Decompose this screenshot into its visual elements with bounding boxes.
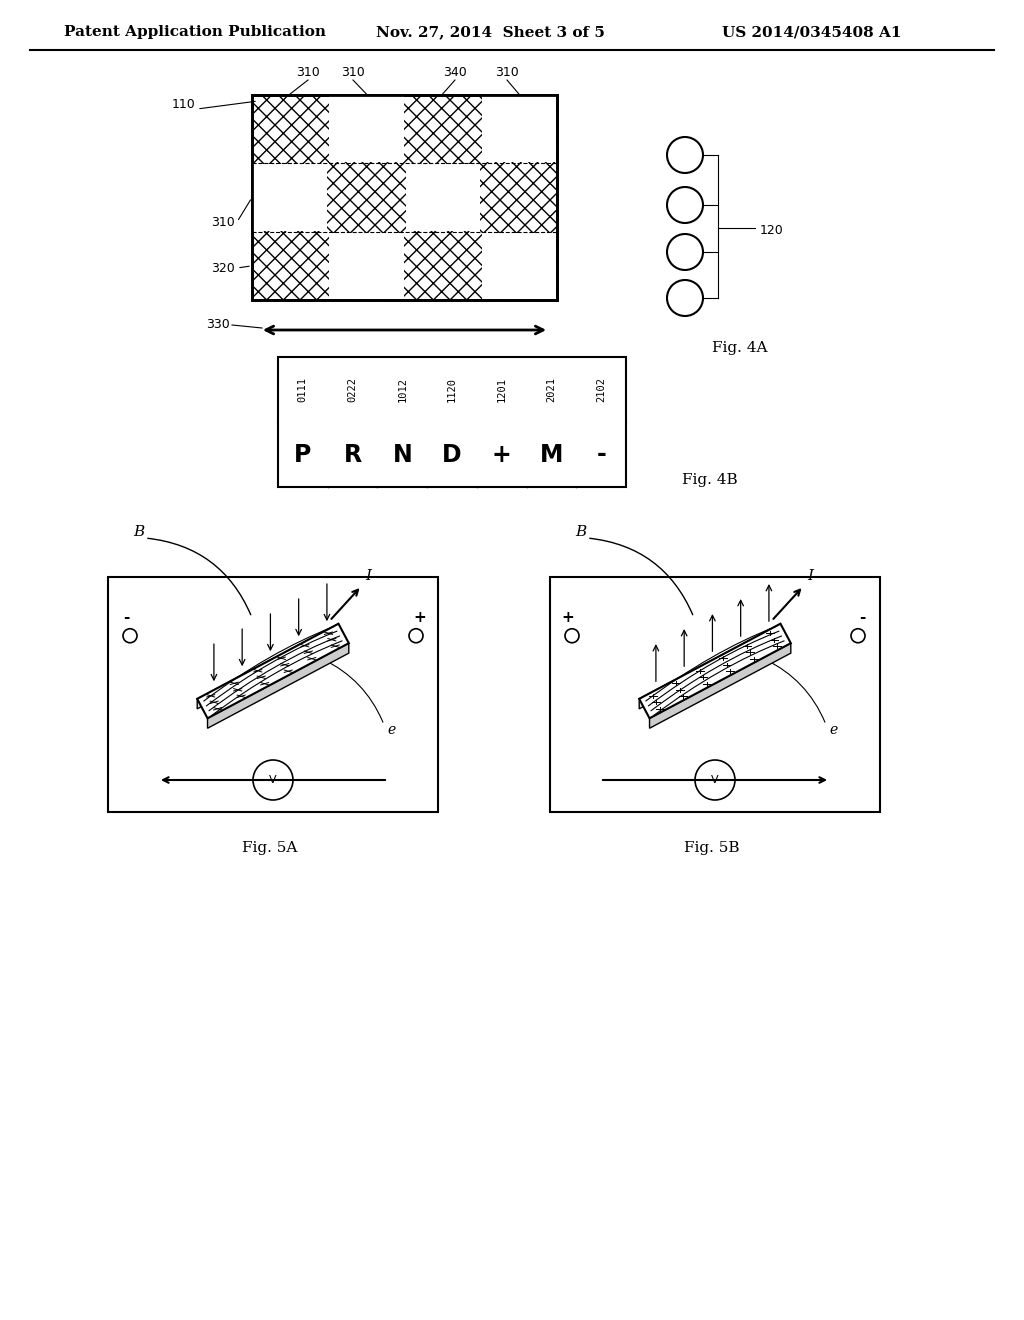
Text: 2021: 2021 [547, 378, 556, 403]
Text: Fig. 4A: Fig. 4A [713, 341, 768, 355]
Text: I: I [366, 569, 372, 583]
Text: M: M [540, 442, 563, 466]
Text: Fig. 4B: Fig. 4B [682, 473, 738, 487]
Text: 120: 120 [760, 223, 783, 236]
Text: 1120: 1120 [447, 378, 457, 403]
Text: 0111: 0111 [298, 378, 308, 403]
Text: N: N [392, 442, 413, 466]
Text: B: B [133, 525, 144, 539]
Text: -: - [123, 610, 129, 626]
Bar [252, 95, 557, 300]
Text: 0222: 0222 [347, 378, 357, 403]
Text: US 2014/0345408 A1: US 2014/0345408 A1 [722, 25, 902, 40]
Text: 310: 310 [341, 66, 365, 78]
Polygon shape [198, 624, 339, 709]
Bar [253, 164, 328, 231]
Text: 310: 310 [496, 66, 519, 78]
Text: V: V [269, 775, 276, 785]
Text: Fig. 5B: Fig. 5B [684, 841, 739, 855]
Text: 340: 340 [443, 66, 467, 78]
Polygon shape [649, 643, 791, 729]
Text: 310: 310 [211, 215, 234, 228]
Bar [550, 577, 880, 812]
Text: 330: 330 [206, 318, 230, 331]
Text: 1012: 1012 [397, 378, 408, 403]
Text: B: B [575, 525, 587, 539]
Bar [330, 96, 403, 162]
Text: 1201: 1201 [497, 378, 507, 403]
Text: 320: 320 [211, 261, 234, 275]
Text: D: D [442, 442, 462, 466]
Text: e: e [387, 723, 395, 737]
Bar [481, 232, 556, 300]
Text: 110: 110 [171, 99, 195, 111]
Text: Patent Application Publication: Patent Application Publication [63, 25, 326, 40]
Polygon shape [639, 624, 791, 718]
Text: V: V [712, 775, 719, 785]
Text: -: - [859, 610, 865, 626]
Text: 2102: 2102 [596, 378, 606, 403]
Text: -: - [596, 442, 606, 466]
Bar [481, 96, 556, 162]
Bar [252, 95, 557, 300]
Text: e: e [829, 723, 838, 737]
Bar [406, 164, 480, 231]
Text: 310: 310 [296, 66, 319, 78]
Polygon shape [639, 624, 780, 709]
Text: P: P [294, 442, 311, 466]
Text: R: R [343, 442, 361, 466]
Text: I: I [808, 569, 813, 583]
Bar [330, 232, 403, 300]
Text: +: + [561, 610, 574, 626]
Text: Nov. 27, 2014  Sheet 3 of 5: Nov. 27, 2014 Sheet 3 of 5 [376, 25, 604, 40]
Bar [252, 95, 557, 300]
Polygon shape [198, 624, 349, 718]
Text: +: + [414, 610, 426, 626]
Bar [278, 356, 626, 487]
Polygon shape [208, 643, 349, 729]
Text: Fig. 5A: Fig. 5A [243, 841, 298, 855]
Text: +: + [492, 442, 512, 466]
Bar [108, 577, 438, 812]
